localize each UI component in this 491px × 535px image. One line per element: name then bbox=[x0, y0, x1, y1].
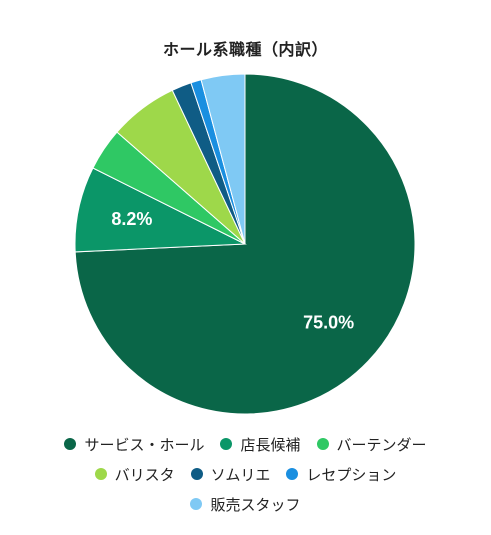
legend-item-3[interactable]: バリスタ bbox=[94, 464, 175, 485]
legend: サービス・ホール 店長候補 バーテンダー バリスタ ソムリエ レセプション 販売… bbox=[20, 429, 471, 519]
data-label-1: 8.2% bbox=[111, 209, 152, 229]
legend-marker-0 bbox=[64, 438, 77, 450]
legend-row: サービス・ホール 店長候補 バーテンダー bbox=[20, 429, 471, 459]
legend-marker-1 bbox=[220, 438, 233, 450]
legend-marker-4 bbox=[190, 468, 203, 480]
legend-item-0[interactable]: サービス・ホール bbox=[64, 434, 204, 455]
legend-item-1[interactable]: 店長候補 bbox=[220, 434, 301, 455]
legend-label-4: ソムリエ bbox=[210, 465, 271, 484]
chart-title: ホール系職種（内訳） bbox=[162, 40, 328, 59]
pie-slice-6[interactable] bbox=[200, 73, 246, 245]
legend-item-2[interactable]: バーテンダー bbox=[316, 434, 427, 455]
legend-marker-2 bbox=[316, 438, 329, 450]
legend-marker-6 bbox=[190, 498, 203, 510]
legend-label-0: サービス・ホール bbox=[84, 435, 205, 454]
legend-label-3: バリスタ bbox=[114, 465, 175, 484]
legend-item-6[interactable]: 販売スタッフ bbox=[190, 494, 301, 515]
legend-label-2: バーテンダー bbox=[336, 435, 427, 454]
legend-label-1: 店長候補 bbox=[240, 435, 301, 454]
legend-marker-3 bbox=[94, 468, 107, 480]
legend-item-4[interactable]: ソムリエ bbox=[190, 464, 271, 485]
legend-row: 販売スタッフ bbox=[20, 489, 471, 519]
legend-item-5[interactable]: レセプション bbox=[286, 464, 396, 485]
legend-marker-5 bbox=[286, 468, 299, 480]
legend-label-5: レセプション bbox=[306, 465, 397, 484]
legend-row: バリスタ ソムリエ レセプション bbox=[20, 459, 471, 489]
data-label-0: 75.0% bbox=[303, 313, 354, 333]
legend-label-6: 販売スタッフ bbox=[210, 495, 301, 514]
